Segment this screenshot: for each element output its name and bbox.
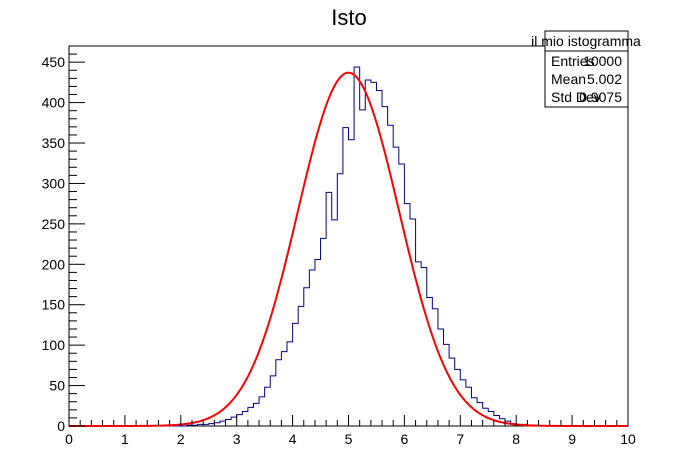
plot-frame (68, 45, 629, 427)
histogram-bin (248, 407, 254, 426)
histogram-bin (259, 397, 265, 426)
histogram-bin (410, 219, 416, 426)
x-tick-label: 3 (233, 431, 241, 447)
x-axis-ticks: 0 1 2 3 4 5 6 7 8 9 10 (65, 415, 636, 447)
histogram-bin (354, 67, 360, 426)
stats-label-stddev: Std Dev (551, 89, 601, 105)
y-tick-label: 250 (42, 216, 66, 232)
x-tick-label: 6 (401, 431, 409, 447)
histogram-bin (226, 420, 232, 426)
histogram-bin (438, 329, 444, 426)
histogram-bars (69, 66, 628, 427)
stats-value-mean: 5.002 (587, 71, 622, 87)
histogram-bin (421, 268, 427, 426)
y-tick-label: 450 (42, 54, 66, 70)
histogram-bin (371, 82, 377, 426)
histogram-bin (265, 387, 271, 426)
histogram-bin (449, 358, 455, 426)
histogram-bin (460, 380, 466, 426)
chart-title: Isto (331, 5, 366, 30)
histogram-outline (69, 66, 628, 427)
histogram-bin (343, 128, 349, 426)
histogram-bin (432, 309, 438, 426)
x-tick-label: 7 (456, 431, 464, 447)
stats-box-name: il mio istogramma (531, 33, 641, 49)
histogram-bin (455, 369, 461, 426)
y-tick-label: 100 (42, 337, 66, 353)
histogram-bin (304, 288, 310, 426)
histogram-bin (293, 323, 299, 426)
histogram-bin (399, 164, 405, 426)
histogram-bin (349, 140, 355, 426)
stats-value-entries: 10000 (583, 53, 622, 69)
x-tick-label: 8 (512, 431, 520, 447)
y-axis-ticks: 0 50 100 150 200 250 300 350 400 450 (42, 45, 85, 434)
histogram-bin (237, 415, 243, 426)
stats-box: il mio istogramma Entries 10000 Mean 5.0… (531, 30, 641, 108)
y-tick-label: 350 (42, 135, 66, 151)
histogram-bin (298, 306, 304, 426)
histogram-bin (365, 80, 371, 426)
fit-curve (69, 71, 628, 427)
x-tick-label: 5 (345, 431, 353, 447)
histogram-bin (309, 270, 315, 426)
histogram-bin (360, 110, 366, 426)
histogram-bin (253, 403, 259, 426)
histogram-bin (315, 259, 321, 426)
x-tick-label: 1 (121, 431, 129, 447)
histogram-bin (332, 220, 338, 426)
y-tick-label: 200 (42, 256, 66, 272)
stats-box-frame (544, 30, 629, 108)
histogram-bin (444, 344, 450, 426)
histogram-bin (287, 342, 293, 426)
y-tick-label: 50 (49, 378, 65, 394)
histogram-bin (321, 238, 327, 426)
stats-label-mean: Mean (551, 71, 586, 87)
y-tick-label: 400 (42, 95, 66, 111)
histogram-bin (242, 411, 248, 426)
histogram-bin (281, 352, 287, 426)
x-tick-label: 10 (620, 431, 636, 447)
plot-axes (68, 45, 629, 427)
y-tick-label: 0 (57, 418, 65, 434)
stats-value-stddev: 0.9075 (579, 89, 622, 105)
histogram-bin (231, 417, 237, 426)
histogram-bin (270, 376, 276, 426)
stats-label-entries: Entries (551, 53, 595, 69)
histogram-bin (220, 421, 226, 426)
histogram-bin (337, 174, 343, 426)
histogram-bin (276, 360, 282, 426)
x-tick-label: 9 (568, 431, 576, 447)
histogram-bin (326, 192, 332, 426)
y-tick-label: 300 (42, 175, 66, 191)
x-tick-label: 4 (289, 431, 297, 447)
y-tick-label: 150 (42, 297, 66, 313)
x-tick-label: 2 (177, 431, 185, 447)
gaussian-fit-line (69, 71, 628, 427)
x-tick-label: 0 (65, 431, 73, 447)
histogram-bin (427, 297, 433, 426)
